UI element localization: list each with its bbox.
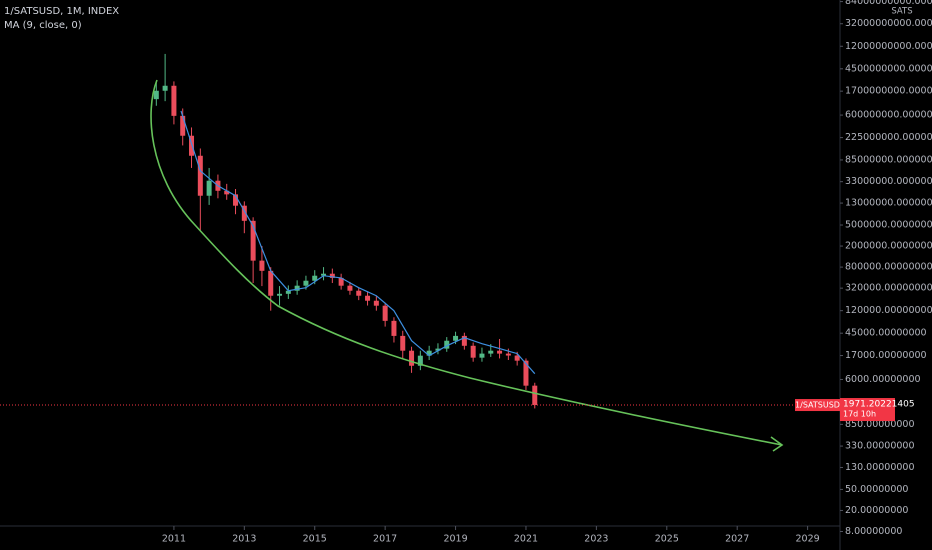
candle-body	[321, 273, 327, 276]
indicator-label: MA (9, close, 0)	[4, 20, 82, 31]
trend-curve	[150, 79, 783, 446]
price-tag-symbol: 1/SATSUSD	[795, 401, 840, 410]
y-tick-label: 17000.00000000	[845, 350, 927, 361]
candle-body	[417, 355, 423, 366]
candle-body	[435, 348, 441, 351]
candle-body	[470, 345, 476, 358]
x-tick-label: 2013	[232, 534, 256, 545]
candle-body	[241, 205, 247, 221]
candle-body	[461, 335, 467, 346]
x-tick-label: 2017	[373, 534, 397, 545]
candle-body	[514, 355, 520, 361]
candle-body	[488, 350, 494, 354]
candle-body	[294, 285, 300, 291]
candle-body	[505, 353, 511, 356]
ma-line	[180, 110, 536, 375]
candle-body	[162, 85, 168, 91]
candle-body	[259, 260, 265, 271]
y-tick-label: 84000000000.00000000	[845, 0, 932, 7]
candle-body	[171, 85, 177, 116]
y-tick-label: 45000.00000000	[845, 328, 927, 339]
y-tick-label: 4500000000.00000000	[845, 63, 932, 74]
chart-title: 1/SATSUSD, 1M, INDEX	[4, 6, 119, 17]
y-tick-label: 50.00000000	[845, 484, 908, 495]
y-tick-label: 800000.00000000	[845, 262, 932, 273]
y-tick-label: 1700000000.00000000	[845, 86, 932, 97]
candle-body	[347, 285, 353, 291]
candle-body	[268, 270, 274, 296]
candle-body	[303, 280, 309, 286]
candle-body	[153, 90, 159, 100]
price-tag-symbol-bg	[795, 399, 840, 412]
x-tick-label: 2011	[162, 534, 186, 545]
y-tick-label: 120000.00000000	[845, 305, 932, 316]
x-tick-label: 2027	[725, 534, 749, 545]
y-tick-label: 130.00000000	[845, 462, 915, 473]
y-tick-label: 8.00000000	[845, 526, 902, 537]
y-tick-label: 6000.00000000	[845, 374, 921, 385]
axis-unit: SATS	[891, 7, 912, 17]
y-tick-label: 85000000.00000000	[845, 154, 932, 165]
y-tick-label: 33000000.00000000	[845, 176, 932, 187]
candle-body	[426, 350, 432, 356]
y-tick-label: 850.00000000	[845, 419, 915, 430]
candle-body	[180, 115, 186, 136]
candle-body	[197, 155, 203, 196]
candle-body	[329, 273, 335, 278]
y-tick-label: 32000000000.00000000	[845, 18, 932, 29]
candle-body	[532, 385, 538, 406]
x-tick-label: 2019	[443, 534, 467, 545]
y-tick-label: 2000000.00000000	[845, 241, 932, 252]
y-tick-label: 13000000.00000000	[845, 198, 932, 209]
y-tick-label: 320000.00000000	[845, 283, 932, 294]
y-tick-label: 600000000.00000000	[845, 110, 932, 121]
x-tick-label: 2029	[796, 534, 820, 545]
x-tick-label: 2021	[514, 534, 538, 545]
trend-arrow	[770, 436, 784, 452]
candle-body	[453, 335, 459, 341]
y-tick-label: 330.00000000	[845, 441, 915, 452]
price-tag-bg	[840, 398, 895, 422]
candle-body	[497, 350, 503, 354]
candle-body	[382, 305, 388, 321]
candle-body	[312, 275, 318, 281]
candle-body	[356, 290, 362, 296]
plot-area	[153, 53, 538, 409]
candle-body	[338, 277, 344, 286]
price-tag-value: 1971.20221405	[843, 400, 915, 410]
y-tick-label: 5000000.00000000	[845, 220, 932, 231]
price-tag-countdown: 17d 10h	[843, 410, 876, 419]
candle-body	[224, 190, 230, 195]
candle-body	[285, 290, 291, 294]
y-tick-label: 225000000.00000000	[845, 132, 932, 143]
x-tick-label: 2025	[655, 534, 679, 545]
candle-body	[373, 300, 379, 306]
candle-body	[189, 135, 195, 156]
candle-body	[391, 320, 397, 336]
x-tick-label: 2023	[584, 534, 608, 545]
y-tick-label: 12000000000.00000000	[845, 41, 932, 52]
y-tick-label: 20.00000000	[845, 505, 908, 516]
candle-body	[444, 340, 450, 349]
candle-body	[277, 293, 283, 296]
candle-body	[365, 295, 371, 301]
x-tick-label: 2015	[303, 534, 327, 545]
candle-body	[233, 194, 239, 206]
candle-body	[409, 350, 415, 366]
candle-body	[400, 335, 406, 351]
candle-body	[250, 220, 256, 261]
candle-body	[523, 360, 529, 386]
candle-body	[479, 353, 485, 358]
candle-body	[206, 180, 212, 196]
